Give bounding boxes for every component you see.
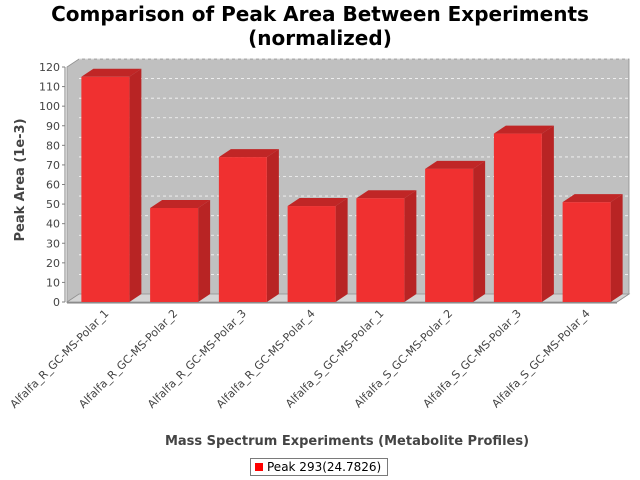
y-tick-label: 120 [39,61,60,74]
bar-top [287,198,348,207]
bar-side [129,68,142,303]
y-tick-label: 30 [46,237,60,250]
chart-title-line-1: Comparison of Peak Area Between Experime… [51,2,589,26]
bar-side [473,160,486,302]
bar-side [541,125,554,302]
x-axis-label: Mass Spectrum Experiments (Metabolite Pr… [165,434,529,449]
y-tick-label: 90 [46,120,60,133]
bar-top [150,200,211,208]
y-tick-label: 100 [39,100,60,113]
bar-side [404,190,417,302]
bar-side [610,194,623,302]
y-tick-label: 10 [46,276,60,289]
y-tick-label: 50 [46,198,60,211]
bar [562,194,623,302]
y-axis-label: Peak Area (1e-3) [13,118,28,241]
bar [493,125,554,302]
y-tick-label: 60 [46,179,60,192]
chart-title-line-2: (normalized) [248,26,392,50]
bar-front [493,133,542,302]
bar [150,200,211,302]
bar [287,198,348,302]
bar [81,68,142,303]
bar-front [218,157,267,302]
y-tick-label: 70 [46,159,60,172]
y-tick-label: 20 [46,257,60,270]
y-tick-label: 80 [46,139,60,152]
bar-top [425,160,486,169]
x-axis: Alfalfa_R_GC-MS-Polar_1Alfalfa_R_GC-MS-P… [8,302,617,411]
bar [356,190,417,302]
bar-side [335,198,348,302]
bar-top [562,194,623,203]
bars [81,68,623,303]
y-tick-label: 40 [46,218,60,231]
y-tick-label: 0 [53,296,60,309]
bar-side [266,149,279,302]
bar-front [150,208,199,302]
bar-front [562,202,611,302]
bar [425,160,486,302]
bar-top [493,125,554,134]
bar-front [287,206,336,302]
chart-title: Comparison of Peak Area Between Experime… [0,2,640,50]
bar-top [218,149,279,158]
legend: Peak 293(24.7826) [250,458,388,476]
bar-front [356,198,405,302]
bar-front [81,76,130,303]
y-axis: 0 10 20 30 40 50 60 70 80 90 100 110 120 [39,61,66,309]
bar [218,149,279,302]
legend-swatch [255,463,263,471]
bar-top [81,68,142,77]
bar-top [356,190,417,199]
y-tick-label: 110 [39,81,60,94]
bar-front [425,168,474,302]
bar-side [198,200,211,302]
legend-label: Peak 293(24.7826) [267,460,382,474]
